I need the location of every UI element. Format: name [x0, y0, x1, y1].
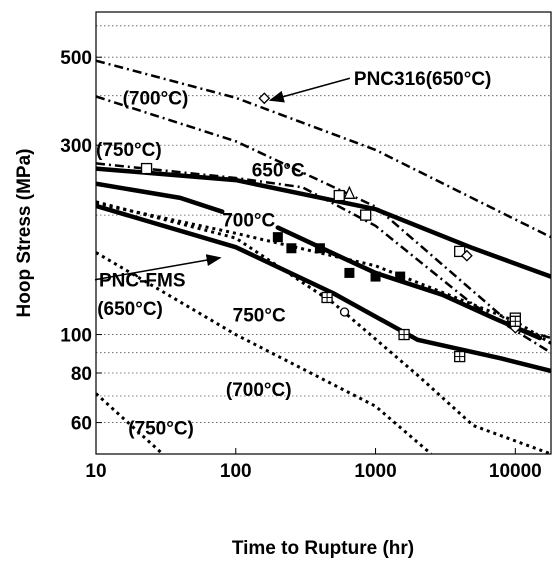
filled-square-marker [272, 232, 283, 243]
series-line-5 [96, 59, 551, 239]
series-line-8 [96, 202, 551, 345]
filled-square-marker [370, 271, 381, 282]
annotation-label: 650°C [252, 161, 305, 182]
markers-layer [140, 92, 522, 363]
open-circle-marker [339, 307, 350, 317]
x-tick-label: 100 [220, 461, 252, 482]
series-line-1 [96, 166, 551, 279]
series-layer [96, 59, 551, 454]
annotation-label: PNC-FMS [99, 271, 186, 292]
annotation-label: 700°C [222, 211, 275, 232]
filled-square-marker [286, 243, 297, 254]
ticks-layer: 10 100 1000 10000 60 80 100 300 500 [60, 48, 541, 482]
annotation-label: (750°C) [128, 418, 194, 439]
y-tick-label: 100 [60, 326, 92, 347]
crossed-square-marker [509, 315, 521, 327]
crossed-square-marker [398, 328, 410, 341]
annotation-arrow [94, 254, 222, 281]
annotations-layer: PNC316(650°C) (700°C) (750°C) 650°C 700°C PNC… [94, 69, 492, 439]
open-square-marker [140, 162, 153, 175]
x-tick-label: 10000 [489, 461, 542, 482]
open-diamond-marker [258, 92, 271, 105]
x-tick-label: 10 [85, 461, 106, 482]
open-square-marker [360, 209, 372, 221]
crossed-square-marker [454, 350, 466, 363]
annotation-label: (750°C) [96, 140, 162, 161]
x-axis-title: Time to Rupture (hr) [232, 538, 414, 559]
series-line-11 [96, 392, 164, 454]
annotation-label: (700°C) [226, 380, 292, 401]
annotation-label: (650°C) [97, 299, 163, 320]
open-triangle-marker [343, 185, 356, 199]
open-square-marker [454, 245, 466, 258]
annotation-label: PNC316(650°C) [354, 69, 492, 90]
filled-square-marker [344, 267, 355, 278]
open-diamond-marker [460, 249, 473, 262]
series-line-4 [96, 203, 551, 374]
y-tick-label: 500 [60, 48, 92, 69]
series-line-2 [96, 181, 225, 214]
annotation-arrow [268, 77, 351, 103]
annotation-label: (700°C) [123, 89, 189, 110]
x-tick-label: 1000 [354, 461, 396, 482]
series-line-6 [96, 95, 551, 340]
y-axis-title: Hoop Stress (MPa) [14, 149, 35, 318]
annotation-label: 750°C [233, 305, 286, 326]
open-square-marker [333, 189, 345, 202]
y-tick-label: 80 [71, 364, 92, 385]
filled-square-marker [314, 243, 325, 254]
filled-square-marker [395, 271, 406, 282]
series-line-10 [96, 251, 433, 454]
plot-frame [95, 11, 552, 455]
y-tick-label: 60 [71, 414, 92, 435]
series-line-9 [96, 200, 551, 454]
crossed-square-marker [321, 291, 333, 304]
series-line-7 [96, 162, 551, 354]
y-tick-label: 300 [60, 136, 92, 157]
